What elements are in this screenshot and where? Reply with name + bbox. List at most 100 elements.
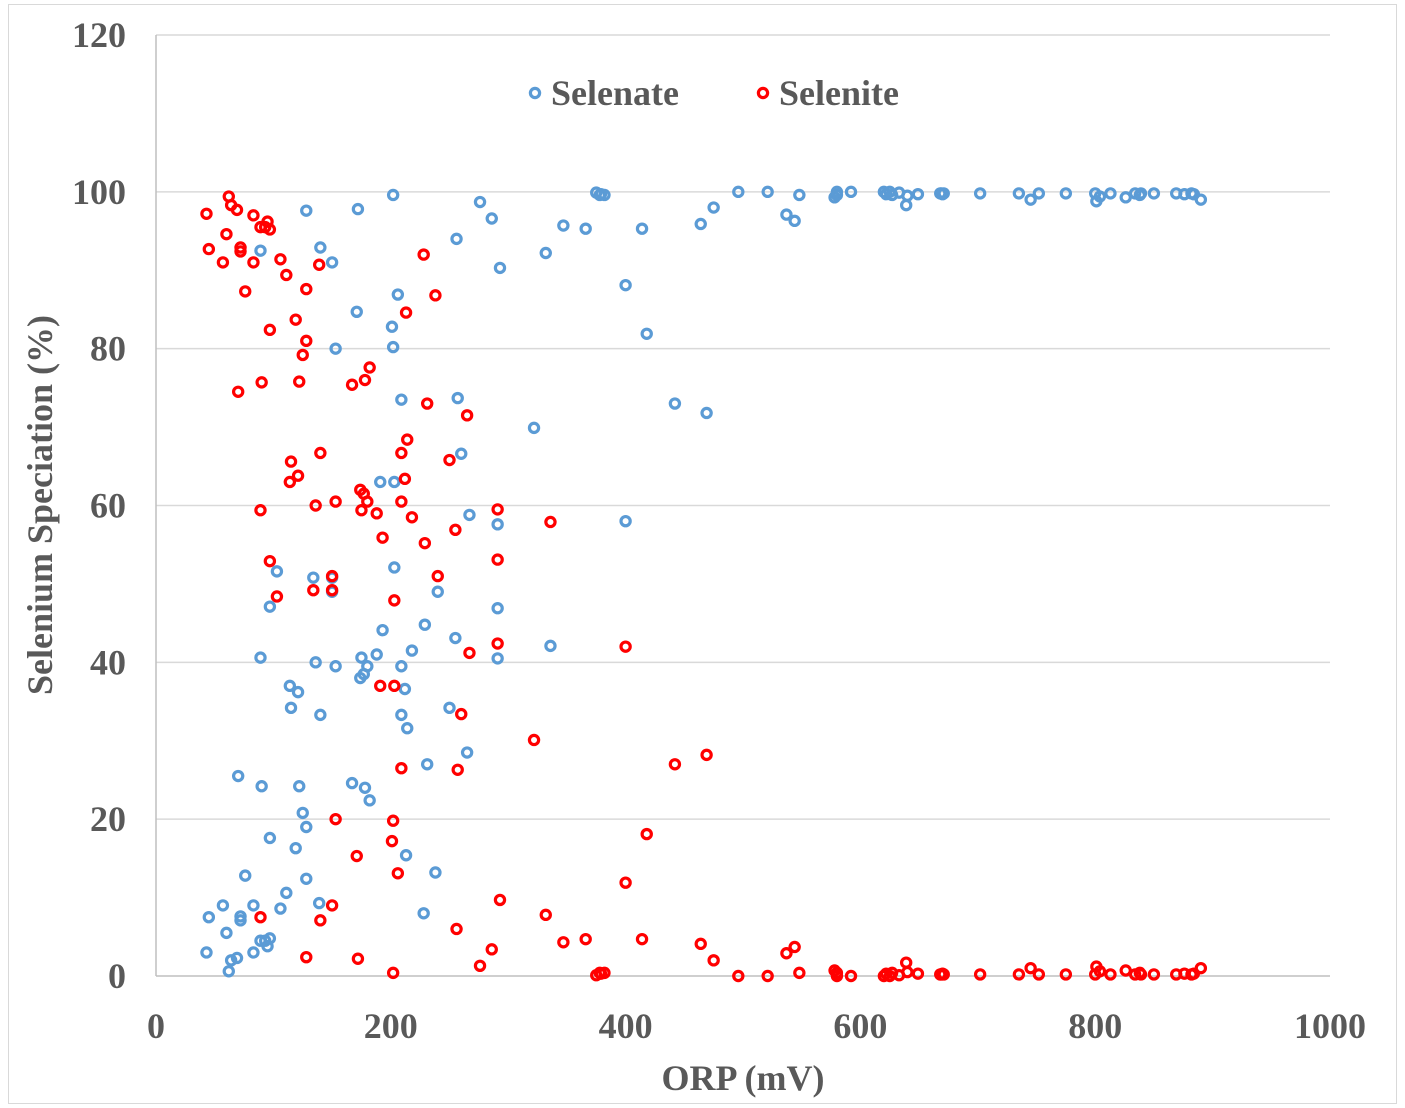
- gridlines: [156, 34, 1330, 820]
- data-point-selenite: [358, 373, 372, 387]
- data-point-selenate: [1119, 191, 1132, 204]
- data-point-selenate: [374, 475, 387, 489]
- data-point-selenate: [363, 794, 376, 807]
- data-point-selenite: [619, 876, 632, 889]
- data-point-selenite: [202, 242, 216, 256]
- data-point-selenite: [270, 590, 284, 603]
- data-point-selenate: [491, 652, 504, 665]
- legend-marker-selenate: [528, 86, 542, 100]
- data-point-selenate: [300, 820, 313, 834]
- data-point-selenite: [937, 968, 950, 981]
- data-point-selenate: [280, 886, 293, 900]
- data-point-selenate: [899, 198, 913, 212]
- data-point-selenate: [329, 342, 342, 355]
- data-point-selenate: [224, 954, 238, 967]
- data-point-selenate: [296, 806, 309, 820]
- data-point-selenite: [314, 446, 327, 460]
- legend-marker-selenite: [756, 86, 770, 100]
- data-point-selenate: [358, 781, 372, 795]
- data-point-selenate: [450, 232, 463, 246]
- data-point-selenate: [1012, 187, 1026, 200]
- data-point-selenate: [314, 241, 327, 254]
- data-point-selenite: [216, 256, 230, 269]
- data-point-selenite: [420, 397, 434, 410]
- x-tick-label: 200: [364, 1006, 418, 1046]
- data-point-selenate: [788, 214, 801, 228]
- data-point-selenate: [911, 187, 925, 201]
- data-point-selenate: [395, 393, 408, 406]
- data-point-selenite: [345, 378, 359, 391]
- x-tick-labels: 0 200 400 600 800 1000: [147, 1006, 1366, 1046]
- data-point-selenite: [640, 827, 653, 841]
- data-point-selenate: [350, 305, 363, 319]
- data-point-selenite: [491, 637, 504, 650]
- data-point-selenite: [1024, 961, 1037, 975]
- data-point-selenate: [361, 660, 374, 673]
- legend-item-selenate: Selenate: [528, 73, 679, 113]
- data-point-selenite: [395, 761, 408, 775]
- data-point-selenite: [732, 969, 745, 983]
- data-point-selenite: [398, 472, 412, 486]
- data-point-selenate: [694, 217, 707, 231]
- data-point-selenite: [401, 433, 414, 446]
- data-point-selenite: [376, 531, 389, 544]
- data-point-selenite: [485, 943, 498, 956]
- y-tick-label: 80: [90, 329, 126, 369]
- data-point-selenate: [635, 222, 649, 235]
- data-point-selenate: [329, 660, 342, 673]
- data-point-selenite: [247, 209, 260, 222]
- y-tick-label: 0: [108, 956, 126, 996]
- data-point-selenate: [901, 189, 914, 202]
- data-point-selenite: [291, 469, 305, 482]
- data-point-selenate: [351, 202, 365, 216]
- data-point-selenite: [788, 940, 801, 954]
- data-point-selenate: [619, 278, 632, 292]
- data-point-selenite: [361, 495, 374, 508]
- data-point-selenite: [473, 959, 487, 973]
- data-point-selenite: [363, 361, 376, 374]
- data-point-selenite: [539, 908, 552, 922]
- y-tick-label: 40: [90, 642, 126, 682]
- data-point-selenate: [254, 651, 267, 664]
- data-point-selenite: [263, 323, 277, 337]
- data-point-selenate: [263, 831, 277, 845]
- data-point-selenite: [386, 966, 400, 980]
- data-point-selenite: [329, 495, 342, 508]
- data-point-selenate: [395, 660, 408, 673]
- data-point-selenite: [450, 922, 463, 936]
- data-point-selenite: [325, 569, 339, 583]
- data-point-selenite: [239, 285, 252, 298]
- data-point-selenate: [793, 188, 806, 202]
- data-point-selenite: [1119, 964, 1132, 977]
- data-point-selenate: [255, 780, 268, 793]
- data-point-selenite: [309, 499, 322, 512]
- data-point-selenate: [449, 631, 462, 645]
- data-point-selenate: [493, 261, 507, 275]
- data-point-selenate: [314, 708, 327, 722]
- data-point-selenate: [640, 327, 653, 340]
- data-point-selenite: [973, 968, 987, 981]
- data-point-selenate: [385, 320, 399, 333]
- data-point-selenate: [216, 899, 230, 912]
- legend: Selenate Selenite: [528, 73, 899, 113]
- data-point-selenate: [937, 187, 950, 200]
- data-point-selenite: [254, 504, 267, 517]
- data-point-selenite: [1012, 968, 1026, 981]
- data-point-selenate: [485, 212, 498, 225]
- data-point-selenite: [200, 207, 213, 220]
- data-point-selenate: [598, 188, 611, 202]
- data-point-selenate: [557, 219, 570, 232]
- data-point-selenate: [1194, 193, 1208, 206]
- data-point-selenate: [1093, 190, 1107, 203]
- data-point-selenite: [844, 969, 858, 983]
- data-point-selenite: [460, 409, 474, 422]
- data-point-selenate: [707, 201, 720, 214]
- data-point-selenite: [293, 375, 306, 388]
- series-selenite: [200, 190, 1208, 983]
- data-point-selenate: [473, 195, 487, 209]
- data-point-selenite: [443, 453, 456, 467]
- data-point-selenate: [429, 866, 442, 879]
- data-point-selenite: [619, 640, 632, 653]
- data-point-selenate: [234, 910, 247, 923]
- data-point-selenite: [635, 932, 649, 946]
